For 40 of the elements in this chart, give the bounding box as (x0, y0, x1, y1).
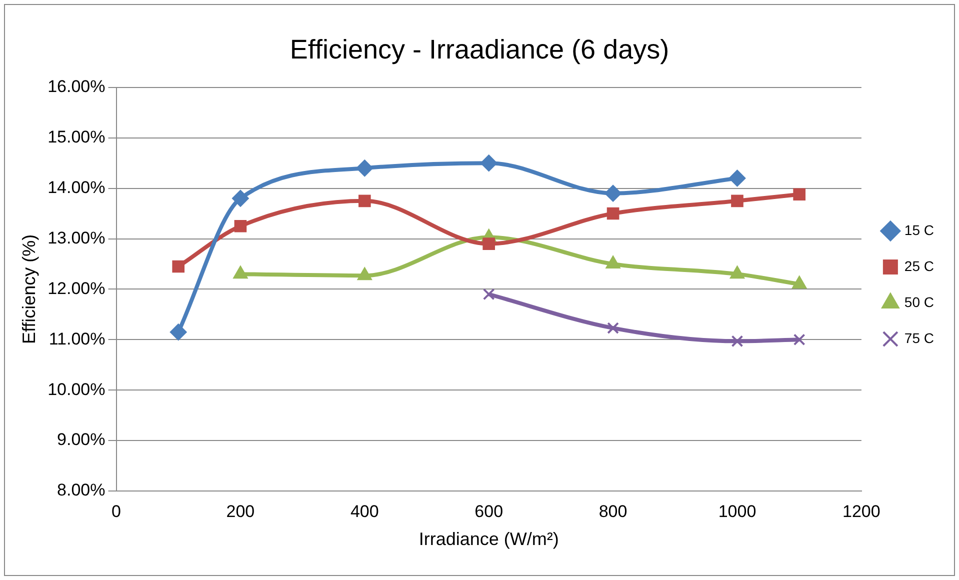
point (793, 188, 806, 201)
point (480, 154, 498, 172)
y-tick-label: 10.00% (48, 380, 106, 399)
y-tick-label: 8.00% (57, 480, 106, 500)
x-tick-label: 0 (112, 502, 121, 521)
x-axis-title: Irradiance (W/m²) (418, 529, 559, 550)
point (728, 170, 746, 187)
point (482, 238, 495, 250)
point (604, 184, 622, 202)
y-tick-label: 15.00% (48, 128, 106, 147)
x-tick-label: 1000 (718, 502, 756, 521)
y-tick-label: 9.00% (57, 430, 106, 450)
point (232, 190, 249, 207)
x-tick-label: 600 (474, 502, 504, 521)
point (356, 160, 374, 177)
legend-label: 75 C (904, 330, 934, 346)
legend-label: 15 C (904, 222, 934, 238)
point (170, 324, 187, 341)
y-tick-label: 11.00% (48, 329, 106, 348)
y-tick-label: 13.00% (48, 228, 106, 248)
y-tick-label: 12.00% (48, 278, 106, 298)
point (234, 220, 247, 232)
point (172, 260, 185, 273)
point (482, 288, 495, 300)
legend-label: 25 C (904, 258, 934, 274)
y-axis-title: Efficiency (%) (18, 234, 39, 344)
point (606, 207, 620, 220)
point (793, 334, 806, 346)
x-tick-label: 800 (598, 502, 628, 521)
point (358, 194, 371, 208)
point (731, 194, 744, 208)
y-tick-label: 14.00% (48, 178, 106, 197)
x-tick-label: 1200 (842, 502, 880, 521)
point (731, 335, 744, 348)
point (607, 322, 619, 334)
x-tick-label: 200 (226, 502, 255, 521)
x-tick-label: 400 (350, 502, 379, 521)
chart-title: Efficiency - Irraadiance (6 days) (290, 34, 670, 65)
legend-label: 50 C (904, 294, 934, 310)
y-tick-label: 16.00% (48, 77, 106, 96)
